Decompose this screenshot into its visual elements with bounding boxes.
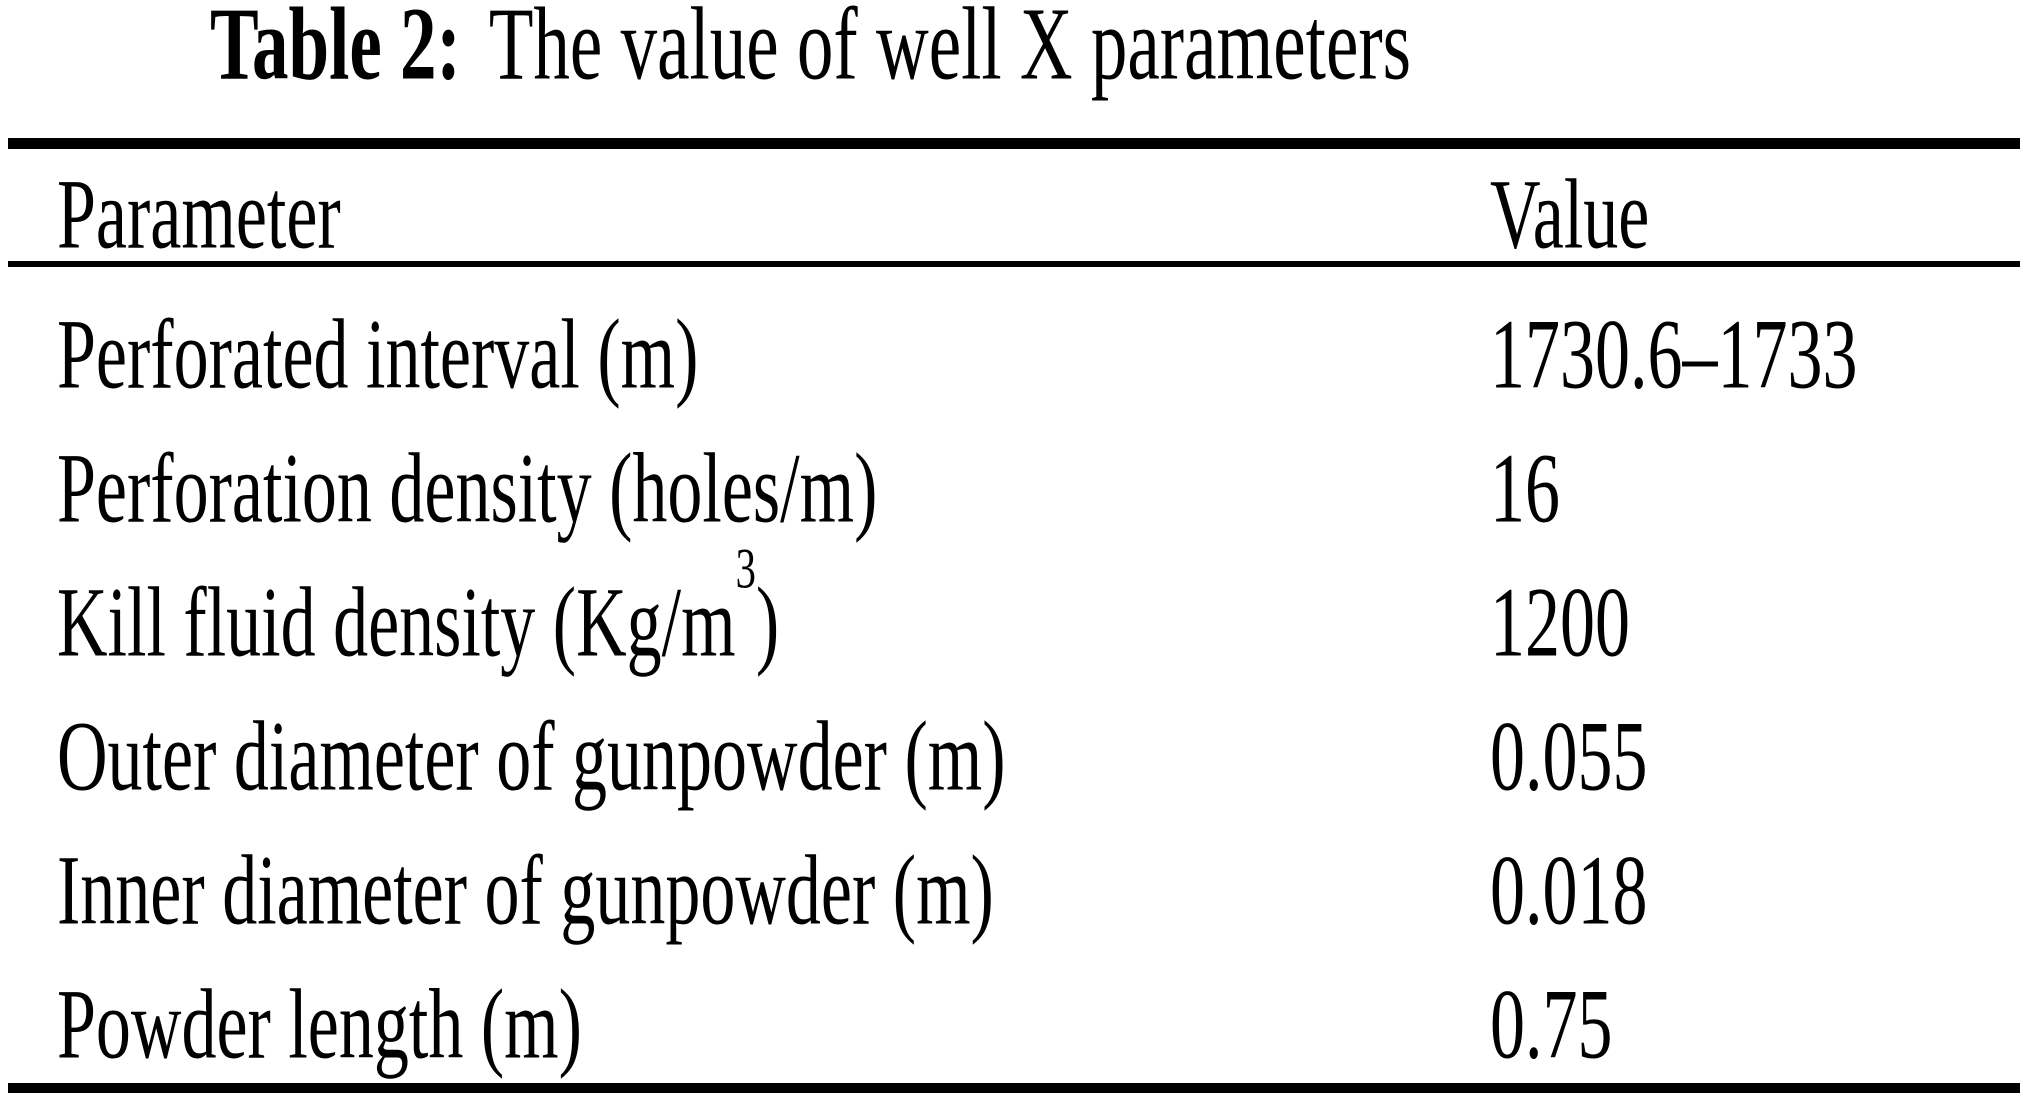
parameter-label: Outer diameter of gunpowder (m)	[57, 702, 1006, 813]
value-text: 1730.6–1733	[1490, 300, 1858, 411]
table-top-rule	[8, 138, 2020, 149]
parameter-label: Perforation density (holes/m)	[57, 434, 878, 545]
value-cell: 0.018	[1490, 826, 1648, 960]
parameter-label-suffix: )	[755, 568, 780, 679]
parameter-cell: Inner diameter of gunpowder (m)	[57, 826, 994, 960]
parameter-cell: Kill fluid density (Kg/m3)	[57, 540, 780, 692]
value-header-cell: Value	[1490, 150, 1649, 284]
table-row: Kill fluid density (Kg/m3) 1200	[0, 540, 2030, 692]
parameter-header-cell: Parameter	[57, 150, 341, 284]
parameter-text: Powder length (m)	[57, 970, 582, 1084]
parameter-text: Perforated interval (m)	[57, 300, 698, 414]
table-row: Perforation density (holes/m) 16	[0, 424, 2030, 558]
value-header-label: Value	[1490, 160, 1650, 271]
value-text: 1200	[1490, 568, 1630, 679]
table-bottom-rule	[8, 1083, 2020, 1093]
parameter-header-label: Parameter	[57, 160, 341, 271]
table-header-rule	[8, 261, 2020, 267]
table-row: Outer diameter of gunpowder (m) 0.055	[0, 692, 2030, 826]
table-header-row: Parameter Value	[0, 150, 2030, 284]
parameter-cell: Perforated interval (m)	[57, 290, 698, 424]
parameter-text: Outer diameter of gunpowder (m)	[57, 702, 1006, 816]
table-caption: Table 2: The value of well X parameters	[210, 0, 1411, 101]
parameter-cell: Powder length (m)	[57, 960, 582, 1094]
table-caption-label: Table 2:	[210, 0, 461, 102]
parameter-label: Kill fluid density (Kg/m	[57, 568, 736, 679]
parameter-label: Inner diameter of gunpowder (m)	[57, 836, 994, 947]
value-cell: 1730.6–1733	[1490, 290, 1858, 424]
value-text: 0.018	[1490, 836, 1648, 947]
table-caption-text: Table 2: The value of well X parameters	[210, 0, 1411, 104]
value-text: 0.75	[1490, 970, 1613, 1081]
table-row: Powder length (m) 0.75	[0, 960, 2030, 1094]
parameter-label: Perforated interval (m)	[57, 300, 699, 411]
value-cell: 0.055	[1490, 692, 1648, 826]
parameter-superscript: 3	[735, 536, 756, 601]
parameter-label: Powder length (m)	[57, 970, 582, 1081]
value-text: 0.055	[1490, 702, 1648, 813]
parameter-cell: Outer diameter of gunpowder (m)	[57, 692, 1006, 826]
value-text: 16	[1490, 434, 1560, 545]
parameter-text: Kill fluid density (Kg/m3)	[57, 540, 780, 682]
value-cell: 1200	[1490, 558, 1630, 692]
table-row: Perforated interval (m) 1730.6–1733	[0, 290, 2030, 424]
parameter-cell: Perforation density (holes/m)	[57, 424, 877, 558]
table-caption-title: The value of well X parameters	[488, 0, 1412, 102]
parameter-text: Perforation density (holes/m)	[57, 434, 877, 548]
parameter-text: Inner diameter of gunpowder (m)	[57, 836, 994, 950]
value-cell: 16	[1490, 424, 1560, 558]
table-row: Inner diameter of gunpowder (m) 0.018	[0, 826, 2030, 960]
value-cell: 0.75	[1490, 960, 1613, 1094]
